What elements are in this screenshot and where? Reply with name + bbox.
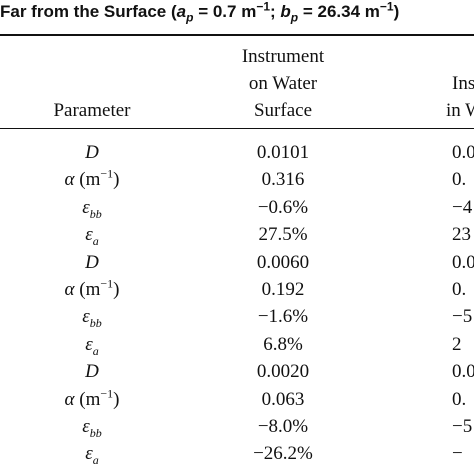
parameter-part: ε (85, 333, 93, 355)
value-cell: −0.6% (257, 196, 309, 218)
parameter-part: D (85, 361, 99, 383)
value-cell: 27.5% (258, 224, 308, 246)
parameter-part: ) (113, 279, 120, 300)
value-cell: 0.316 (261, 169, 305, 191)
title-subscript: p (186, 10, 194, 25)
column-header: Parameter (53, 100, 131, 121)
value-cell: 0.0020 (256, 361, 310, 383)
parameter-part: α (64, 169, 75, 191)
parameter-part: α (64, 279, 75, 300)
column-header: on Water (248, 73, 318, 94)
parameter-part: a (92, 343, 99, 358)
value-cell: −26.2% (253, 443, 313, 465)
title-exponent: −1 (256, 0, 271, 14)
value-cell: 0. (452, 388, 467, 410)
title-text: = 26.34 m (298, 2, 380, 21)
value-cell: 0.0101 (256, 142, 310, 163)
value-cell: 0. (452, 279, 467, 300)
parameter-part: D (85, 251, 99, 273)
title-text: = 0.7 m (193, 2, 257, 21)
parameter-cell: D (0, 252, 184, 274)
table-title: Far from the Surface (ap = 0.7 m−1; bp =… (0, 0, 400, 25)
parameter-cell: εa (0, 443, 184, 468)
parameter-part: a (92, 453, 99, 468)
top-rule (0, 34, 474, 36)
value-cell: −5 (452, 306, 473, 328)
value-cell: 23 (452, 224, 471, 246)
parameter-cell: α (m−1) (0, 167, 184, 191)
value-cell: 0.063 (261, 388, 305, 410)
value-cell: 0. (452, 169, 467, 191)
parameter-cell: α (m−1) (0, 386, 184, 411)
title-exponent: −1 (379, 0, 394, 14)
value-cell: 0.0060 (256, 251, 310, 273)
value-cell: 0.0 (452, 361, 474, 383)
parameter-part: bb (89, 316, 102, 331)
value-cell: −1.6% (257, 306, 309, 328)
parameter-part: (m (74, 388, 101, 410)
parameter-part: −1 (100, 276, 114, 291)
parameter-part: ε (82, 196, 90, 218)
parameter-cell: D (0, 142, 184, 164)
parameter-part: bb (89, 425, 102, 440)
value-cell: − (452, 443, 463, 465)
parameter-part: ) (113, 169, 120, 191)
parameter-cell: εa (0, 224, 184, 248)
parameter-part: (m (74, 169, 101, 191)
value-cell: 0.192 (261, 279, 305, 300)
parameter-part: bb (89, 206, 102, 221)
parameter-part: ε (85, 443, 93, 465)
value-cell: −4 (452, 196, 473, 218)
column-header: Instrument (241, 46, 325, 67)
title-text: ; (270, 2, 281, 21)
title-symbol: b (280, 2, 291, 21)
title-subscript: p (290, 10, 299, 25)
column-header: Surface (253, 100, 313, 121)
parameter-part: D (85, 142, 99, 163)
parameter-cell: εbb (0, 416, 184, 440)
title-text: ) (393, 2, 400, 21)
value-cell: 0.0 (452, 142, 474, 163)
value-cell: 2 (452, 333, 462, 355)
parameter-part: −1 (100, 167, 114, 182)
parameter-cell: D (0, 361, 184, 383)
value-cell: 6.8% (263, 333, 303, 355)
parameter-part: ε (85, 224, 93, 246)
column-header: Instr (452, 73, 474, 94)
parameter-part: ) (113, 388, 120, 410)
parameter-cell: εbb (0, 196, 184, 221)
parameter-part: (m (74, 279, 101, 300)
parameter-cell: α (m−1) (0, 276, 184, 301)
column-header: in W (446, 100, 474, 121)
parameter-cell: εa (0, 333, 184, 358)
parameter-part: ε (82, 416, 90, 437)
header-rule (0, 128, 474, 129)
parameter-part: −1 (100, 386, 114, 401)
parameter-part: α (64, 388, 75, 410)
parameter-cell: εbb (0, 306, 184, 331)
value-cell: −8.0% (257, 416, 309, 437)
value-cell: −5 (452, 416, 473, 437)
title-symbol: a (176, 2, 187, 21)
parameter-part: a (92, 233, 99, 248)
value-cell: 0.0 (452, 251, 474, 273)
parameter-part: ε (82, 306, 90, 328)
title-text: Far from the Surface ( (0, 2, 177, 21)
